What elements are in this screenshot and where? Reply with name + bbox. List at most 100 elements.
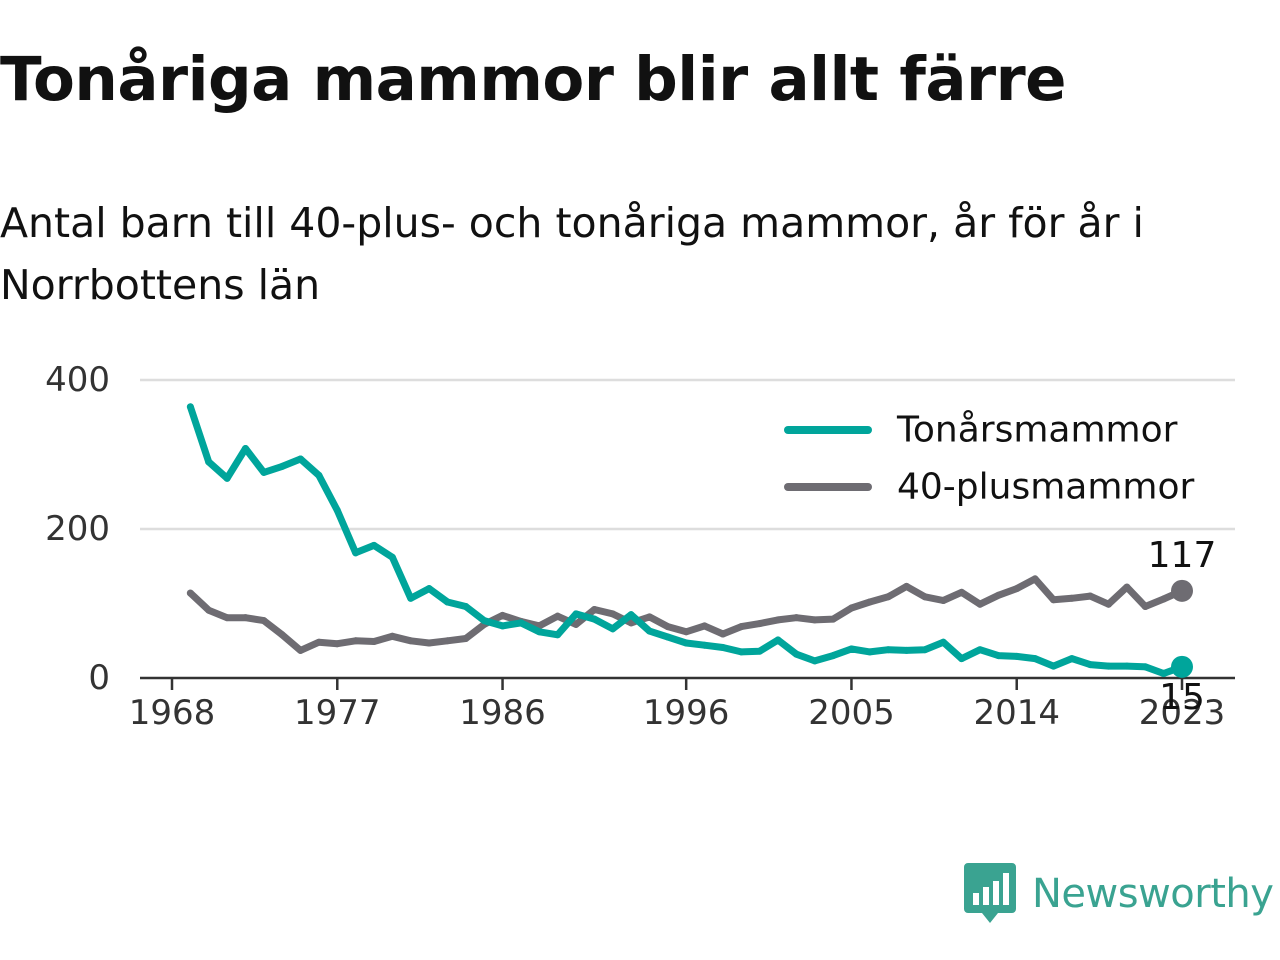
data-point [682, 639, 690, 647]
data-point [1068, 655, 1076, 663]
data-point [939, 597, 947, 605]
data-point [425, 639, 433, 647]
data-point [829, 615, 837, 623]
data-point [1049, 596, 1057, 604]
data-point [443, 598, 451, 606]
data-point [1160, 595, 1168, 603]
x-tick-label: 1986 [459, 693, 546, 733]
data-point [388, 632, 396, 640]
brand-name: Newsworthy [1032, 871, 1274, 917]
data-point [829, 652, 837, 660]
data-point [847, 604, 855, 612]
data-point [1031, 575, 1039, 583]
data-point [664, 633, 672, 641]
data-point [535, 628, 543, 636]
data-point [554, 612, 562, 620]
data-point [241, 614, 249, 622]
data-point [1086, 661, 1094, 669]
data-point [315, 638, 323, 646]
data-point [811, 657, 819, 665]
data-point [645, 613, 653, 621]
data-point [884, 646, 892, 654]
x-tick-label: 2005 [808, 693, 895, 733]
data-point [976, 646, 984, 654]
y-tick-label: 0 [88, 658, 110, 698]
chart-title: Tonåriga mammor blir allt färre [0, 44, 1067, 115]
data-point [1086, 592, 1094, 600]
data-point [388, 553, 396, 561]
data-point [756, 647, 764, 655]
data-point [1141, 663, 1149, 671]
data-point [278, 462, 286, 470]
data-point [462, 602, 470, 610]
bar-chart-speech-bubble-icon [964, 863, 1016, 923]
y-axis: 0 200 400 [45, 360, 110, 698]
data-point [333, 506, 341, 514]
end-point-marker [1171, 579, 1193, 602]
data-point [609, 625, 617, 633]
data-point [1105, 600, 1113, 608]
x-tick-label: 1996 [643, 693, 730, 733]
data-point [1068, 594, 1076, 602]
data-point [352, 549, 360, 557]
data-point [737, 623, 745, 631]
data-point [1123, 662, 1131, 670]
legend: Tonårsmammor 40-plusmammor [784, 410, 1195, 508]
data-point [1013, 585, 1021, 593]
y-tick-label: 200 [45, 509, 110, 549]
end-point-marker [1171, 655, 1193, 678]
data-point [1105, 662, 1113, 670]
data-point [223, 614, 231, 622]
data-point [774, 616, 782, 624]
legend-label: Tonårsmammor [896, 410, 1178, 451]
data-point [866, 598, 874, 606]
data-point [774, 636, 782, 644]
data-point [205, 458, 213, 466]
data-point [701, 641, 709, 649]
data-point [756, 620, 764, 628]
data-point [352, 637, 360, 645]
data-point [1031, 655, 1039, 663]
line-chart: 1968 1977 1986 1996 2005 2014 2023 0 200 400 117… [45, 360, 1235, 733]
data-point [792, 614, 800, 622]
data-point [682, 628, 690, 636]
chart-subtitle: Antal barn till 40-plus- och tonåriga ma… [0, 199, 1144, 309]
data-point [792, 650, 800, 658]
data-point [701, 622, 709, 630]
data-point [425, 585, 433, 593]
data-point [939, 638, 947, 646]
data-point [1013, 652, 1021, 660]
x-tick-label: 1977 [294, 693, 381, 733]
data-point [260, 617, 268, 625]
legend-label: 40-plusmammor [897, 467, 1195, 508]
data-point [297, 455, 305, 463]
data-point [645, 627, 653, 635]
data-point [572, 620, 580, 628]
data-point [1123, 583, 1131, 591]
data-point [903, 582, 911, 590]
data-point [1160, 670, 1168, 678]
data-point [994, 652, 1002, 660]
newsworthy-logo: Newsworthy [964, 862, 1274, 926]
data-point [407, 637, 415, 645]
data-point [958, 655, 966, 663]
data-point [903, 646, 911, 654]
data-point [499, 611, 507, 619]
data-point [921, 646, 929, 654]
x-tick-label: 2023 [1139, 693, 1226, 733]
data-point [462, 635, 470, 643]
data-point [517, 619, 525, 627]
data-point [719, 643, 727, 651]
data-point [664, 623, 672, 631]
gridlines [140, 378, 1235, 531]
data-point [572, 610, 580, 618]
data-point [719, 630, 727, 638]
data-point [443, 637, 451, 645]
data-point [223, 474, 231, 482]
data-point [315, 471, 323, 479]
data-point [297, 646, 305, 654]
data-point [609, 610, 617, 618]
data-point [921, 593, 929, 601]
data-point [205, 606, 213, 614]
data-point [737, 648, 745, 656]
